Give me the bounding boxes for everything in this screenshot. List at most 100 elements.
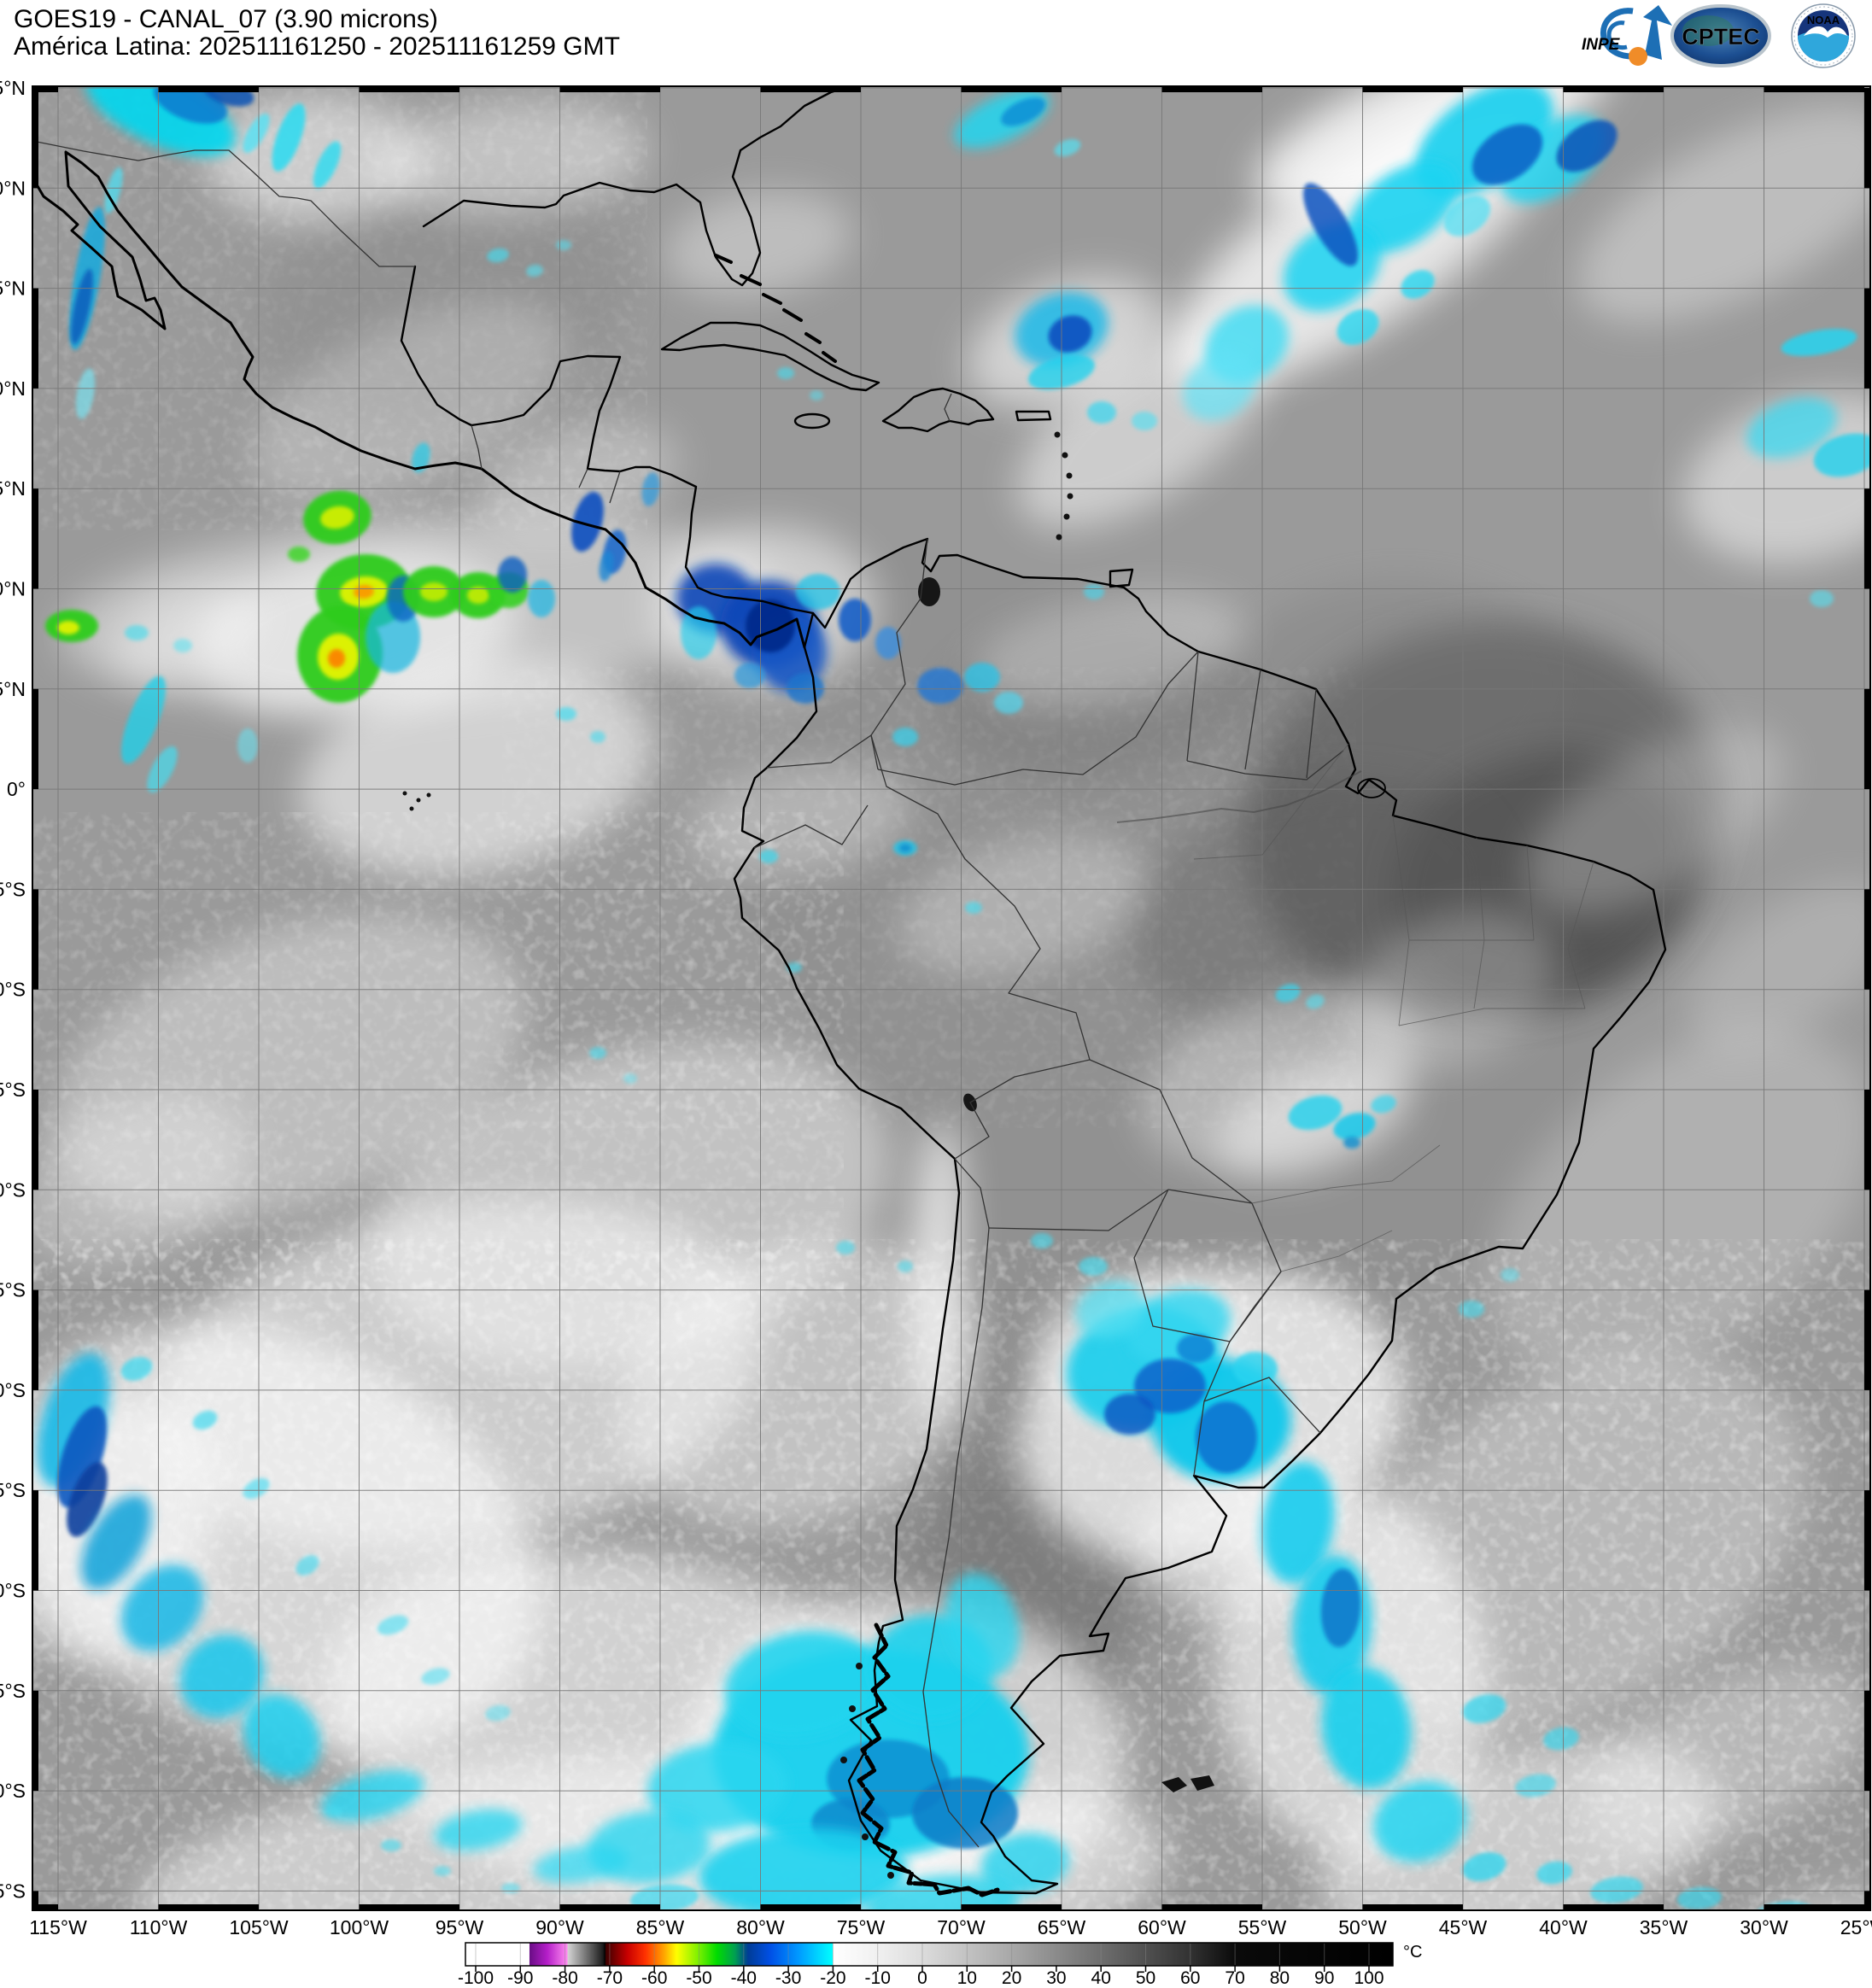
cold-cloudtop-cell [1556,120,1618,172]
frame-tick-bar [1864,1289,1870,1390]
frame-tick-bar [1563,1904,1664,1910]
lon-label: 85°W [636,1916,685,1938]
puertorico-coastline [1015,410,1052,422]
lat-label: 30°N [0,177,26,199]
cold-cloudtop-cell [1462,1852,1506,1881]
lat-label: 35°N [0,77,26,99]
colorbar-ticks: -100 -90 -80 -70 -60 -50 -40 -30 -20 -10 0 10 20 30 40… [458,1944,1384,1988]
cold-cloudtop-cell [892,728,918,746]
cloud-field [1688,881,1870,1050]
frame-tick-bar [359,1904,459,1910]
cold-cloudtop-cell [1515,1774,1556,1798]
cloud-field [1255,86,1612,210]
cold-cloudtop-cell [1104,1394,1155,1435]
lon-label: 40°W [1539,1916,1588,1938]
cold-cloudtop-cell [898,1260,913,1272]
cold-cloudtop-cell [1677,1886,1722,1910]
cloud-field [691,763,911,879]
trinidad-coastline [1109,568,1134,588]
cold-cloudtop-cell [1087,401,1116,424]
cloud-field [974,593,1243,706]
frame-tick-bar [32,488,38,589]
cold-cloudtop-cell [1471,124,1543,185]
cold-cloudtop-cell [1283,223,1382,312]
lat-label: 5°N [0,678,26,700]
cold-cloudtop-cell [1054,138,1081,157]
cold-cloudtop-cell [498,557,527,593]
cold-cloudtop-cell [1320,1569,1361,1647]
lon-label: 75°W [837,1916,886,1938]
lon-label: 60°W [1138,1916,1186,1938]
lat-label: 30°S [0,1379,26,1401]
cold-cloudtop-cell [994,692,1023,714]
cold-cloudtop-cell [1261,1461,1335,1584]
frame-tick-bar [559,1904,660,1910]
lat-label: 10°N [0,578,26,600]
cold-cloudtop-cell [787,673,824,704]
cold-cloudtop-cell [699,1827,907,1910]
colorbar-tick-label: 80 [1270,1968,1290,1988]
map-area [32,85,1871,1911]
cold-cloudtop-cell [1462,1694,1506,1723]
cold-cloudtop-cell [1401,270,1435,299]
frame-tick-bar [359,86,459,92]
frame-tick-bar [32,288,38,389]
cold-cloudtop-cell [120,1357,153,1381]
cold-cloudtop-cell [1590,1876,1643,1903]
cold-cloudtop-cell [1079,1257,1108,1276]
colorbar-tick-label: -20 [820,1968,845,1988]
lat-label: 25°N [0,278,26,300]
cold-cloudtop-cell [420,582,448,601]
colorbar-tick-label: -40 [731,1968,757,1988]
cold-cloudtop-cell [1333,1113,1376,1140]
amazon-river [1116,770,1362,823]
map-frame [32,85,1871,1911]
cold-cloudtop-cell [1275,984,1301,1003]
frame-tick-bar [1864,1690,1870,1792]
colorbar-tick-label: 0 [917,1968,927,1988]
pacific-centralamerica-coastline [32,150,806,649]
frame-tick-bar [1764,86,1864,92]
colorbar-tick-label: 40 [1091,1968,1111,1988]
cold-cloudtop-cell [917,668,963,704]
cold-cloudtop-cell [57,621,79,634]
cold-cloudtop-cell [320,506,354,529]
cold-cloudtop-cell [1196,1401,1257,1473]
small-islands [402,254,1362,1879]
frame-tick-bar [1864,1490,1870,1591]
latitude-axis: 35°N 30°N 25°N 20°N 15°N 10°N 5°N 0° 5°S 10°S 15°S… [0,77,26,1902]
warm-surface-patch [1228,582,1570,786]
cold-cloudtop-cell [777,367,794,379]
cold-cloudtop-cell [810,390,823,401]
cold-cloudtop-cell [875,627,901,659]
lat-label: 45°S [0,1680,26,1702]
cold-cloudtop-cell [1781,329,1857,356]
cptec-logo-icon: CPTEC [1670,4,1771,67]
country-borders [32,140,1344,1848]
lon-label: 90°W [535,1916,584,1938]
frame-tick-bar [1864,688,1870,790]
colorbar-tick-label: 70 [1225,1968,1244,1988]
frame-tick-bar [32,1690,38,1792]
hispaniola-coastline [881,387,995,433]
lon-label: 100°W [330,1916,389,1938]
cold-cloudtop-cell [327,649,346,668]
cloud-field [479,423,679,535]
cold-cloudtop-cell [1075,1280,1145,1338]
cold-cloudtop-cell [1810,590,1834,607]
cuba-coastline [660,321,880,392]
cloud-field [32,1093,249,1266]
cold-cloudtop-cell [1302,183,1359,266]
cold-cloudtop-cell [56,1406,108,1508]
cold-cloudtop-cell [1746,397,1837,459]
page-subtitle: América Latina: 202511161250 - 202511161… [14,32,620,61]
frame-tick-bar [760,86,861,92]
cold-cloudtop-cell [80,1494,152,1590]
cold-cloudtop-cell [965,902,982,914]
colorbar-gradient [465,1942,1394,1967]
cold-cloudtop-cell [377,1615,409,1635]
lat-label: 50°S [0,1780,26,1802]
cold-cloudtop-cell [1001,97,1045,126]
colorbar-tick-label: -90 [507,1968,533,1988]
